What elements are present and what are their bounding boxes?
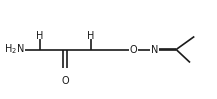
Text: H: H [87,31,95,41]
Text: O: O [61,76,69,86]
Text: N: N [151,44,159,55]
Text: H: H [36,31,43,41]
Text: H$_2$N: H$_2$N [4,43,24,56]
Text: O: O [130,44,137,55]
